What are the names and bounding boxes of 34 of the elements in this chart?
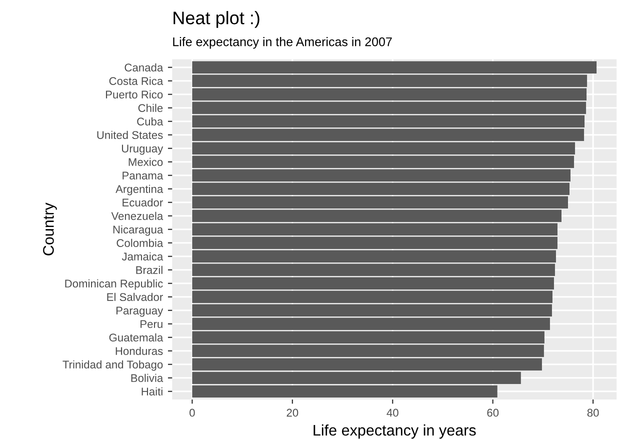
y-tick-label: Dominican Republic	[65, 279, 163, 290]
y-tick-label: Brazil	[136, 266, 162, 274]
y-tick-label: Panama	[122, 172, 164, 180]
x-tick-label: 20	[286, 408, 298, 417]
y-tick-label: Nicaragua	[113, 225, 164, 236]
y-tick-label: Bolivia	[131, 374, 164, 382]
y-tick-label: Cuba	[137, 117, 164, 126]
y-tick-label: Uruguay	[122, 144, 164, 155]
y-tick-label: Ecuador	[122, 198, 163, 207]
y-tick-label: Canada	[124, 63, 164, 72]
y-tick-label: Peru	[140, 320, 162, 328]
y-tick-label: Chile	[138, 104, 163, 112]
y-tick-label: Venezuela	[111, 212, 164, 220]
x-axis-title: Life expectancy in years	[314, 424, 476, 439]
x-tick-label: 80	[587, 408, 599, 417]
y-tick-label: Puerto Rico	[106, 90, 163, 99]
y-tick-label: Honduras	[116, 346, 163, 356]
y-tick-label: Guatemala	[109, 333, 164, 342]
y-tick-label: Argentina	[116, 184, 164, 196]
y-axis-title: Country	[43, 202, 57, 256]
y-tick-label: Mexico	[128, 158, 163, 166]
y-tick-label: El Salvador	[107, 292, 163, 302]
chart-subtitle: Life expectancy in the Americas in 2007	[173, 37, 392, 49]
y-tick-label: Haiti	[142, 387, 162, 396]
y-tick-label: Costa Rica	[109, 76, 164, 85]
x-tick-label: 0	[190, 408, 195, 417]
y-tick-label: Paraguay	[116, 306, 164, 317]
chart-title: Neat plot :)	[174, 11, 260, 28]
y-tick-label: Jamaica	[122, 252, 164, 261]
y-tick-label: Trinidad and Tobago	[62, 360, 163, 371]
x-tick-label: 60	[487, 408, 499, 417]
x-tick-label: 40	[386, 408, 398, 417]
y-tick-label: United States	[97, 130, 163, 140]
y-tick-label: Colombia	[116, 238, 164, 248]
